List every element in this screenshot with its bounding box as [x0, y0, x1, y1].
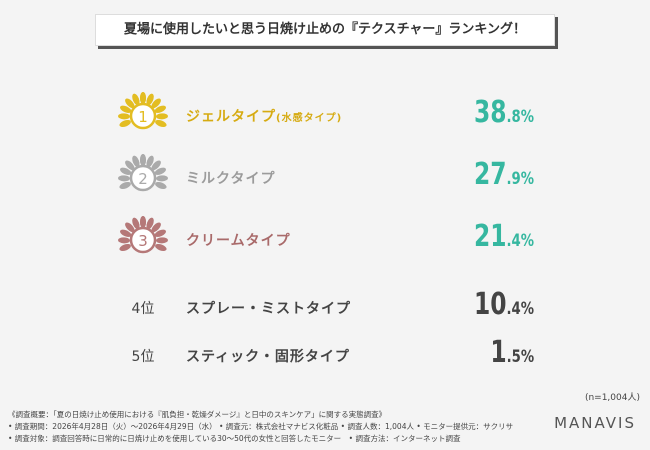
rank-number: 1	[138, 108, 148, 126]
percentage-minor: .4%	[506, 299, 534, 319]
note: 《調査概要：「夏の日焼け止め使用における『肌負担・乾燥ダメージ』と日中のスキンケ…	[8, 410, 387, 419]
rank-label: 4位	[131, 301, 155, 317]
percentage-major: 27	[473, 157, 507, 192]
percentage: 10.4%	[474, 287, 534, 322]
note: • 調査対象：調査回答時に日常的に日焼け止めを使用している30～50代の女性と回…	[8, 434, 461, 443]
logo: MANAVIS	[554, 414, 636, 432]
medal: 3	[118, 216, 168, 254]
percentage-minor: .8%	[506, 107, 534, 127]
rank-number: 2	[138, 170, 148, 188]
percentage: 1.5%	[490, 335, 534, 370]
item-name: クリームタイプ	[186, 233, 291, 249]
sample-size: (n=1,004人)	[584, 393, 640, 403]
percentage-major: 1	[490, 335, 507, 370]
percentage-minor: .4%	[506, 231, 534, 251]
percentage: 38.8%	[474, 95, 534, 130]
percentage: 27.9%	[474, 157, 534, 192]
item-name: ジェルタイプ	[186, 109, 276, 125]
item-label: スティック・固形タイプ	[186, 346, 350, 366]
ranking-row: 3 クリームタイプ 21.4%	[0, 216, 650, 266]
item-label: クリームタイプ	[186, 230, 291, 250]
title: 夏場に使用したいと思う日焼け止めの『テクスチャー』ランキング！	[95, 14, 555, 46]
item-name: スプレー・ミストタイプ	[186, 301, 351, 317]
medal: 2	[118, 154, 168, 192]
item-label: ジェルタイプ(水感タイプ)	[186, 106, 342, 126]
ranking-row: 2 ミルクタイプ 27.9%	[0, 154, 650, 204]
ranking-row: 4位 スプレー・ミストタイプ 10.4%	[0, 284, 650, 334]
rank-label: 5位	[131, 349, 155, 365]
percentage-major: 21	[473, 219, 507, 254]
item-name: スティック・固形タイプ	[186, 349, 350, 365]
footer-notes: 《調査概要：「夏の日焼け止め使用における『肌負担・乾燥ダメージ』と日中のスキンケ…	[8, 409, 513, 445]
percentage-minor: .5%	[506, 347, 534, 367]
item-name: ミルクタイプ	[186, 171, 276, 187]
ranking-row: 1 ジェルタイプ(水感タイプ) 38.8%	[0, 92, 650, 142]
ranking-row: 5位 スティック・固形タイプ 1.5%	[0, 332, 650, 382]
percentage-major: 10	[473, 287, 507, 322]
item-sublabel: (水感タイプ)	[276, 113, 343, 124]
rank-number: 3	[138, 232, 148, 250]
percentage: 21.4%	[474, 219, 534, 254]
item-label: スプレー・ミストタイプ	[186, 298, 351, 318]
percentage-minor: .9%	[506, 169, 534, 189]
medal: 1	[118, 92, 168, 130]
note: • 調査期間：2026年4月28日（火）～2026年4月29日（水） • 調査元…	[8, 422, 514, 431]
percentage-major: 38	[473, 95, 507, 130]
item-label: ミルクタイプ	[186, 168, 275, 188]
